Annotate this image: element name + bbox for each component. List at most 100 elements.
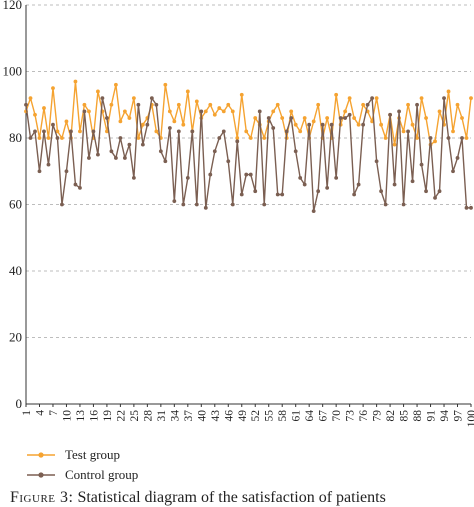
data-point-s0-24 xyxy=(127,116,132,120)
data-point-s1-55 xyxy=(266,116,271,120)
data-point-s1-29 xyxy=(149,96,154,100)
data-point-s1-11 xyxy=(69,129,73,134)
data-point-s0-57 xyxy=(275,102,280,107)
data-point-s0-39 xyxy=(194,99,199,104)
x-tick-label-73: 73 xyxy=(345,410,357,422)
data-point-s1-26 xyxy=(136,102,141,107)
data-point-s1-74 xyxy=(352,192,357,197)
data-point-s1-17 xyxy=(96,152,100,157)
y-tick-label-40: 40 xyxy=(9,263,22,278)
data-point-s1-30 xyxy=(154,102,159,107)
legend-label-1: Control group xyxy=(65,467,138,482)
data-point-s1-70 xyxy=(334,176,339,180)
data-point-s0-13 xyxy=(78,129,82,134)
data-point-s1-39 xyxy=(194,202,199,207)
axes xyxy=(25,5,471,405)
data-point-s0-93 xyxy=(437,109,442,114)
x-tick-label-40: 40 xyxy=(196,410,208,422)
x-tick-label-19: 19 xyxy=(102,410,114,422)
data-point-s0-87 xyxy=(410,122,415,127)
data-point-s0-52 xyxy=(253,116,258,120)
data-point-s0-37 xyxy=(185,89,190,94)
data-point-s1-1 xyxy=(24,102,28,107)
data-point-s1-40 xyxy=(199,109,204,114)
data-point-s1-58 xyxy=(280,192,285,197)
figure-label: Figure 3: xyxy=(10,489,74,506)
data-point-s1-83 xyxy=(392,182,397,187)
data-point-s0-43 xyxy=(212,112,217,117)
data-point-s1-12 xyxy=(73,182,78,187)
data-point-s1-57 xyxy=(275,192,280,197)
data-point-s0-96 xyxy=(451,129,455,134)
data-point-s1-9 xyxy=(60,202,64,207)
data-point-s1-91 xyxy=(428,136,433,140)
data-point-s1-99 xyxy=(464,205,469,210)
data-point-s1-32 xyxy=(163,159,168,164)
data-point-s0-68 xyxy=(325,116,330,120)
data-point-s1-96 xyxy=(451,169,455,174)
data-point-s1-87 xyxy=(410,179,415,184)
data-point-s1-51 xyxy=(248,172,253,177)
data-point-s1-48 xyxy=(235,139,240,144)
y-tick-label-20: 20 xyxy=(9,330,22,345)
data-point-s1-50 xyxy=(244,172,249,177)
data-point-s0-26 xyxy=(136,136,141,140)
data-point-s0-41 xyxy=(203,109,208,114)
data-point-s1-65 xyxy=(311,209,316,214)
data-point-s1-46 xyxy=(226,159,231,164)
data-point-s0-73 xyxy=(347,96,352,100)
grid-lines xyxy=(26,4,471,338)
data-point-s1-42 xyxy=(208,172,213,177)
caption-text: Statistical diagram of the satisfaction … xyxy=(77,489,386,506)
data-point-s1-31 xyxy=(158,149,163,154)
x-tick-label-58: 58 xyxy=(277,410,289,422)
data-point-s1-71 xyxy=(338,116,343,120)
data-point-s1-7 xyxy=(51,122,55,127)
data-point-s0-56 xyxy=(271,109,276,114)
data-point-s1-64 xyxy=(307,122,312,127)
data-point-s1-56 xyxy=(271,126,276,130)
data-point-s0-76 xyxy=(361,102,366,107)
data-point-s0-48 xyxy=(235,136,240,140)
x-tick-label-91: 91 xyxy=(426,410,438,422)
data-point-s0-6 xyxy=(46,136,51,140)
data-point-s0-12 xyxy=(73,79,78,84)
x-tick-label-43: 43 xyxy=(210,410,222,422)
data-point-s1-86 xyxy=(406,129,410,134)
figure-caption: Figure 3: Statistical diagram of the sat… xyxy=(10,489,386,507)
data-point-s0-47 xyxy=(230,109,235,114)
data-point-s1-49 xyxy=(239,192,244,197)
data-point-s1-28 xyxy=(145,122,150,127)
data-point-s0-32 xyxy=(163,82,168,87)
data-point-s1-10 xyxy=(64,169,69,174)
data-point-s0-27 xyxy=(140,122,145,127)
data-point-s1-60 xyxy=(289,116,294,120)
data-point-s1-63 xyxy=(302,182,307,187)
data-point-s1-22 xyxy=(118,136,123,140)
data-point-s0-85 xyxy=(401,129,406,134)
data-point-s0-61 xyxy=(293,122,298,127)
data-point-s1-14 xyxy=(82,109,87,114)
legend-label-0: Test group xyxy=(65,447,120,462)
x-tick-label-1: 1 xyxy=(21,410,33,416)
x-tick-label-46: 46 xyxy=(223,410,235,422)
series-line-0 xyxy=(25,80,472,146)
data-point-s0-74 xyxy=(352,116,357,120)
data-point-s0-45 xyxy=(221,109,226,114)
data-point-s1-88 xyxy=(415,102,419,107)
data-point-s0-72 xyxy=(343,109,348,114)
data-point-s0-3 xyxy=(33,112,37,117)
x-tick-label-16: 16 xyxy=(88,410,100,422)
data-point-s1-75 xyxy=(356,182,361,187)
data-point-s1-6 xyxy=(46,162,51,167)
data-point-s1-69 xyxy=(329,122,334,127)
data-point-s1-82 xyxy=(388,112,392,117)
data-point-s0-100 xyxy=(469,96,473,100)
x-tick-label-67: 67 xyxy=(318,410,330,422)
data-point-s0-99 xyxy=(464,136,469,140)
data-point-s1-61 xyxy=(293,149,298,154)
data-point-s0-2 xyxy=(28,96,33,100)
x-tick-label-61: 61 xyxy=(291,410,303,422)
x-tick-label-100: 100 xyxy=(466,410,474,428)
data-point-s1-68 xyxy=(325,185,330,190)
